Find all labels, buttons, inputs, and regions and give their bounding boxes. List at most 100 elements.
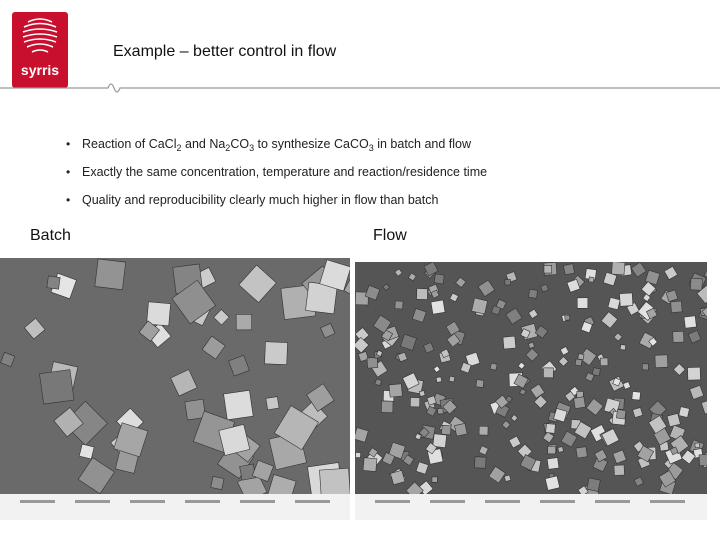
texture xyxy=(454,422,468,437)
texture xyxy=(573,396,586,409)
texture xyxy=(612,377,622,387)
texture xyxy=(612,449,627,464)
texture xyxy=(425,405,437,417)
image-label: Flow xyxy=(373,227,407,244)
texture xyxy=(670,300,683,313)
texture xyxy=(366,357,379,369)
texture xyxy=(576,297,589,309)
texture xyxy=(251,459,274,482)
texture xyxy=(547,445,556,455)
texture xyxy=(138,320,160,342)
texture xyxy=(510,414,519,422)
texture xyxy=(658,470,677,488)
texture xyxy=(218,424,251,456)
texture xyxy=(449,292,459,303)
texture xyxy=(683,315,697,329)
texture xyxy=(534,325,549,339)
texture xyxy=(575,446,588,459)
texture xyxy=(78,443,95,460)
texture xyxy=(562,263,575,276)
texture xyxy=(546,457,560,470)
texture xyxy=(578,347,597,366)
texture xyxy=(240,500,275,503)
texture xyxy=(374,378,383,387)
texture xyxy=(39,369,75,405)
texture xyxy=(210,476,225,491)
texture xyxy=(201,335,226,360)
texture xyxy=(680,449,696,465)
texture xyxy=(423,342,435,354)
texture xyxy=(390,469,406,486)
texture xyxy=(504,279,511,286)
texture xyxy=(364,284,381,301)
texture xyxy=(355,494,707,520)
texture xyxy=(113,422,149,458)
texture xyxy=(402,454,415,467)
texture xyxy=(631,391,641,401)
sem-image xyxy=(0,258,350,520)
texture xyxy=(465,351,481,368)
texture xyxy=(613,332,623,342)
texture xyxy=(648,415,668,435)
bullet: • Exactly the same concentration, tempera… xyxy=(66,165,488,179)
texture xyxy=(494,394,510,409)
texture xyxy=(632,407,644,418)
texture xyxy=(600,311,619,329)
texture xyxy=(146,301,171,327)
texture xyxy=(475,379,485,388)
texture xyxy=(94,258,127,291)
texture xyxy=(388,441,406,460)
separator xyxy=(0,83,720,93)
texture xyxy=(357,351,369,362)
texture xyxy=(382,283,390,291)
texture xyxy=(519,454,537,471)
texture xyxy=(414,433,422,441)
texture xyxy=(650,500,685,503)
texture xyxy=(23,317,46,340)
texture xyxy=(584,372,595,382)
texture xyxy=(488,465,506,484)
texture xyxy=(599,357,609,367)
texture xyxy=(418,427,430,438)
texture xyxy=(703,268,707,280)
texture xyxy=(558,356,569,367)
texture xyxy=(397,351,408,363)
texture xyxy=(696,284,707,304)
texture xyxy=(477,279,496,297)
texture xyxy=(580,321,593,334)
texture xyxy=(46,275,61,290)
text-run: Quality and reproducibility clearly much… xyxy=(82,193,439,207)
texture xyxy=(170,369,198,397)
texture xyxy=(416,288,428,300)
texture xyxy=(633,476,644,487)
texture xyxy=(566,278,581,293)
texture xyxy=(588,276,595,283)
texture xyxy=(381,400,394,413)
subscript: 2 xyxy=(176,143,182,153)
texture xyxy=(528,288,538,299)
text-run: Exactly the same concentration, temperat… xyxy=(82,165,488,179)
texture xyxy=(319,259,350,292)
texture xyxy=(687,329,702,344)
logo-mark xyxy=(22,18,58,53)
texture xyxy=(700,398,707,415)
texture xyxy=(213,308,230,326)
texture xyxy=(171,279,217,325)
texture xyxy=(586,477,601,492)
texture xyxy=(641,363,649,371)
texture xyxy=(407,272,417,282)
slide-title: Example – better control in flow xyxy=(113,43,337,60)
texture xyxy=(528,341,535,349)
texture xyxy=(77,457,115,495)
texture xyxy=(235,314,253,331)
texture xyxy=(544,475,561,491)
texture xyxy=(62,400,108,446)
text-run: CO xyxy=(230,137,250,151)
texture xyxy=(0,351,16,368)
texture xyxy=(601,428,620,447)
texture xyxy=(228,354,250,377)
texture xyxy=(425,442,438,455)
texture xyxy=(423,262,439,277)
texture xyxy=(503,474,512,482)
